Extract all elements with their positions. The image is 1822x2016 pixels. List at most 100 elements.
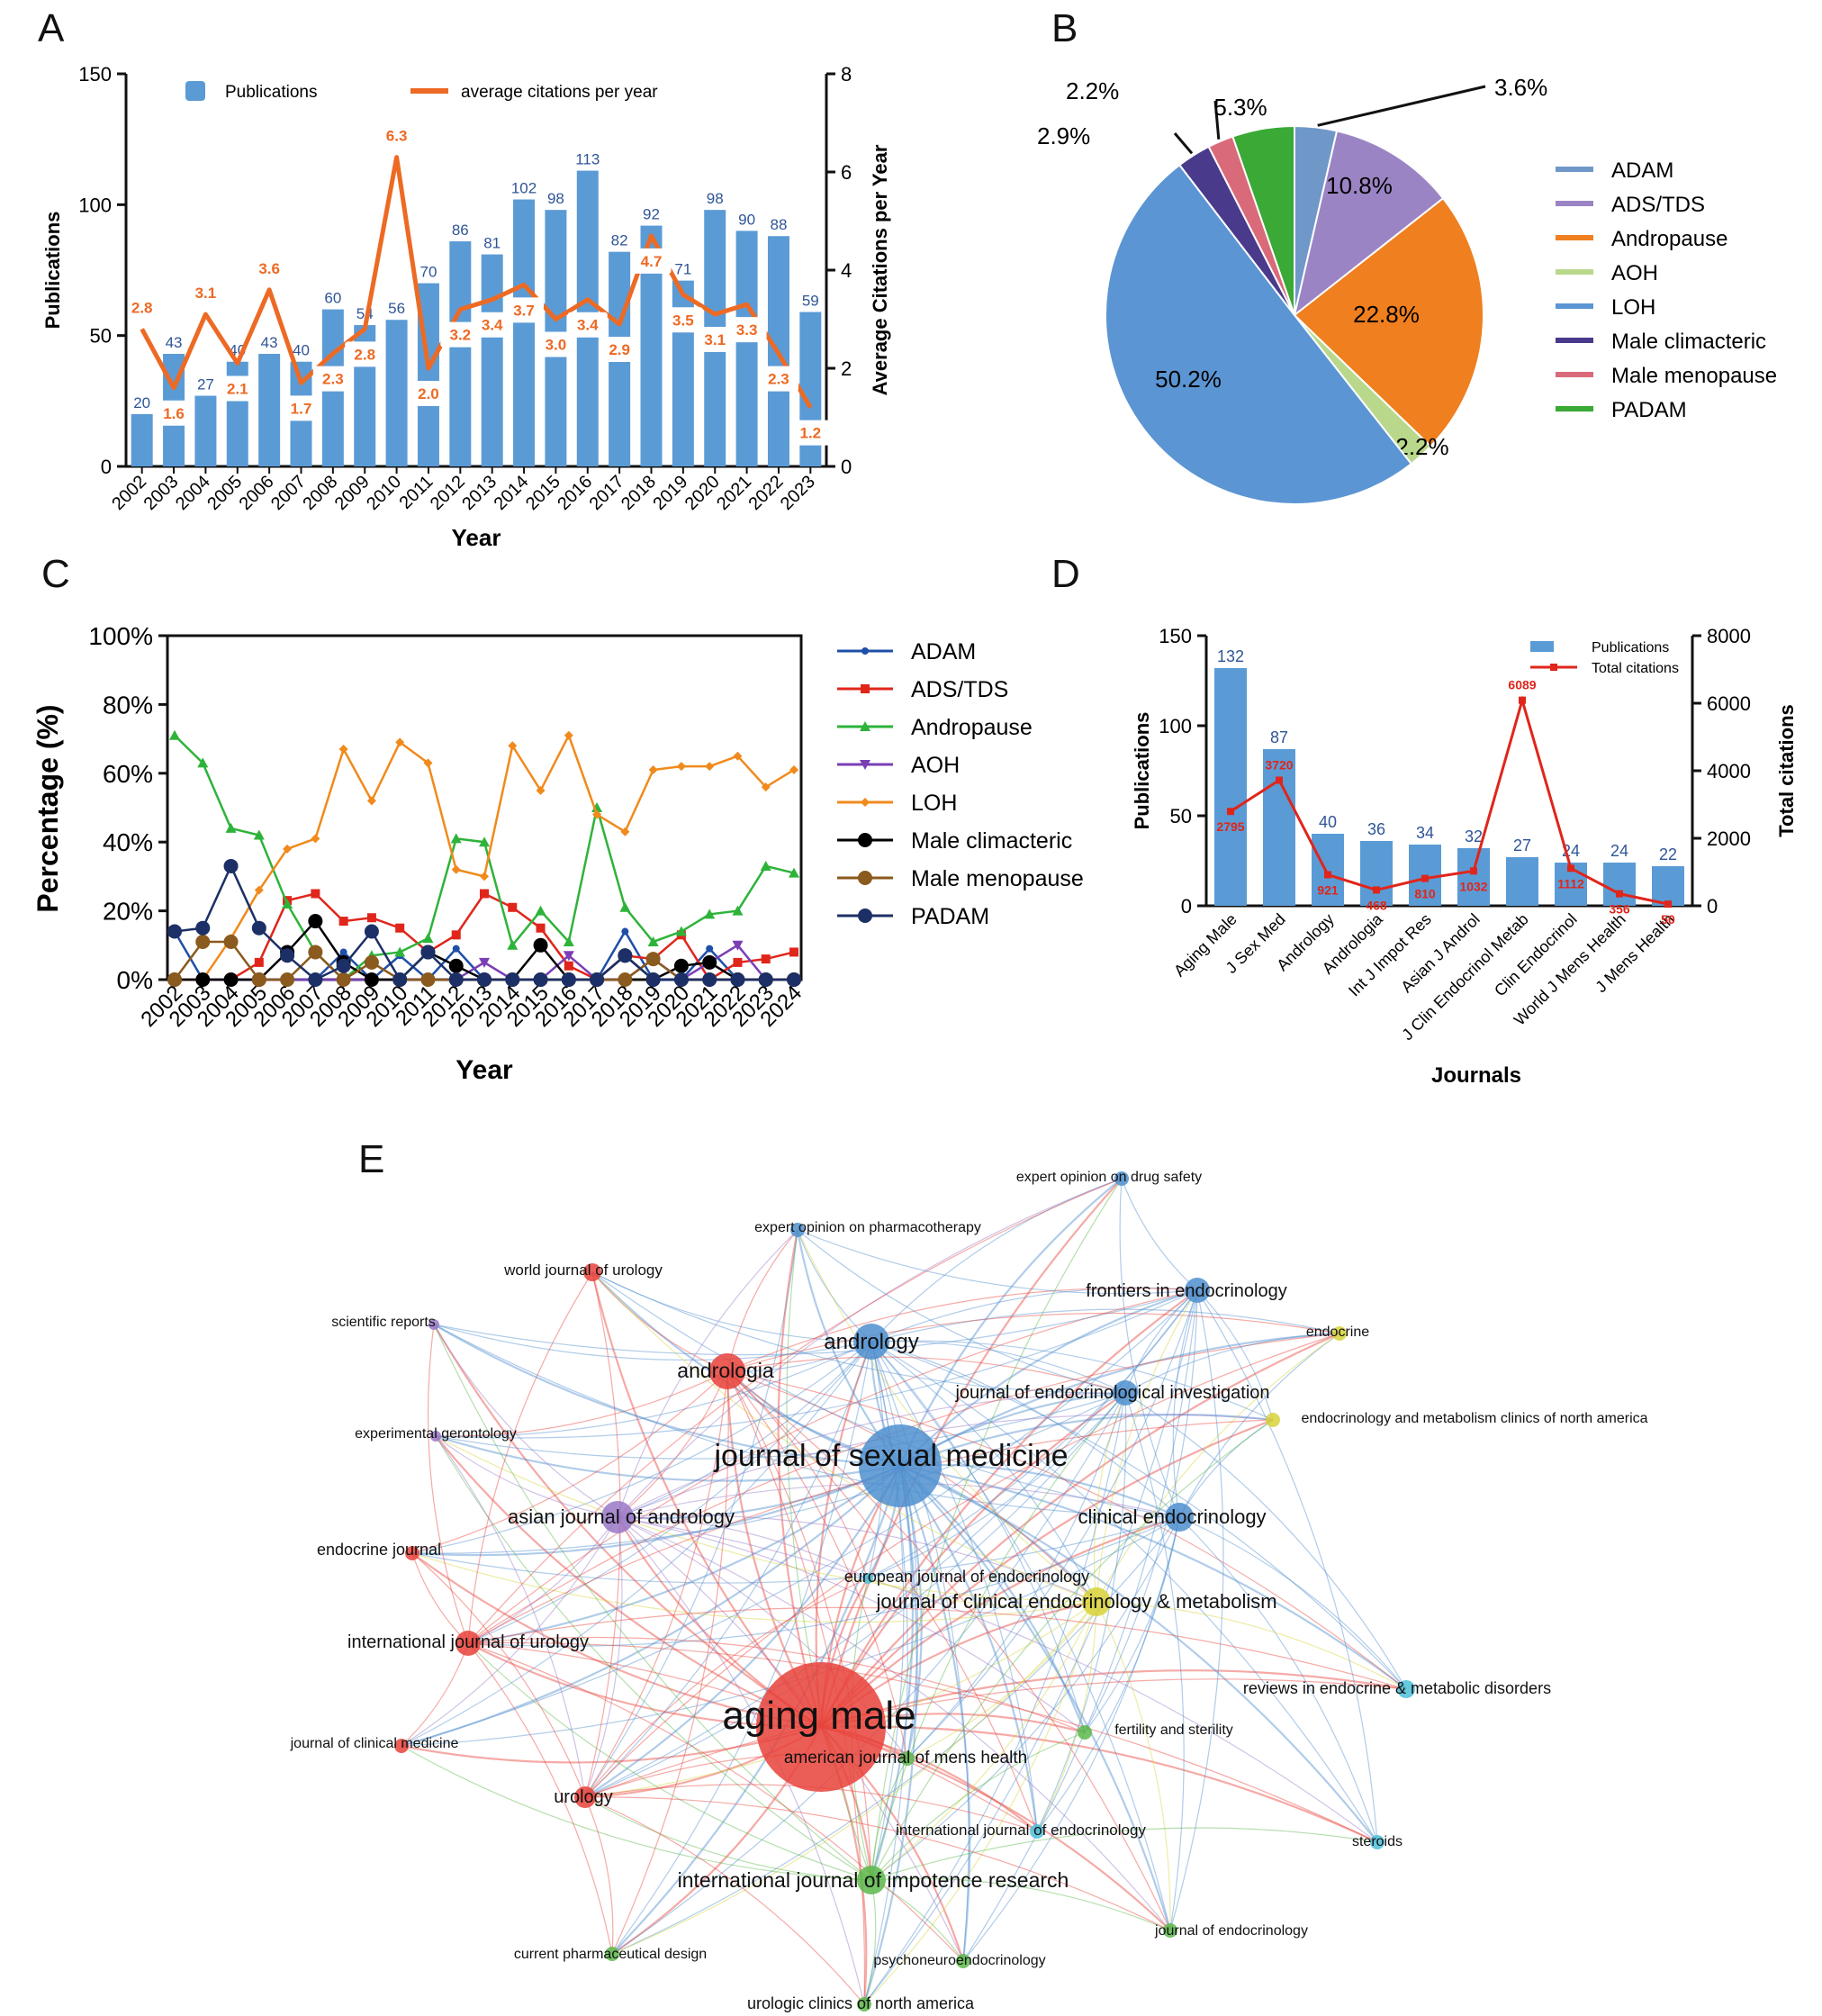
line-value-label: 2.1 bbox=[227, 381, 248, 398]
network-edge bbox=[777, 1229, 823, 1728]
data-point bbox=[366, 913, 376, 923]
series-ads-tds bbox=[170, 889, 798, 984]
network-labels: aging male journal of sexual medicine andr… bbox=[290, 1170, 1648, 2012]
legend-label: Andropause bbox=[1611, 227, 1727, 251]
network-edge bbox=[1178, 1516, 1407, 1690]
data-point bbox=[223, 972, 239, 987]
network-node bbox=[583, 1263, 601, 1281]
network-edge bbox=[1121, 1178, 1198, 1291]
network-node bbox=[1266, 1413, 1280, 1427]
data-point bbox=[858, 871, 872, 885]
network-edge bbox=[797, 1229, 1198, 1295]
data-point bbox=[860, 760, 870, 770]
data-point bbox=[420, 945, 436, 960]
network-edge bbox=[1096, 1601, 1171, 1931]
network-edge bbox=[433, 1324, 872, 1881]
data-point bbox=[338, 917, 348, 927]
network-edge bbox=[433, 1324, 1180, 1518]
bar-value-label: 81 bbox=[483, 235, 501, 252]
network-edge bbox=[617, 1178, 1123, 1518]
bar-value-label: 113 bbox=[575, 151, 600, 168]
network-node bbox=[756, 1662, 886, 1792]
data-point bbox=[283, 844, 293, 854]
data-point bbox=[861, 684, 870, 693]
network-edge bbox=[611, 1601, 1097, 1955]
data-point bbox=[339, 948, 347, 956]
legend-label-publications: Publications bbox=[225, 83, 317, 102]
x-tick-label: 2002 bbox=[108, 472, 150, 514]
network-edge bbox=[467, 1178, 1123, 1644]
data-point bbox=[479, 957, 490, 968]
y-tick-label: 100 bbox=[1159, 715, 1192, 737]
data-point bbox=[647, 936, 659, 946]
network-edge bbox=[1196, 1289, 1378, 1843]
line-value-label: 3.7 bbox=[513, 302, 535, 319]
y2-tick-label: 8000 bbox=[1707, 625, 1751, 647]
network-node-label: international journal of urology bbox=[347, 1632, 589, 1652]
data-point bbox=[536, 923, 546, 933]
y-axis-title: Percentage (%) bbox=[32, 704, 64, 912]
legend-label: Male climacteric bbox=[911, 828, 1072, 854]
line-value-label: 3.1 bbox=[704, 331, 726, 348]
pie-slice bbox=[1293, 196, 1484, 448]
data-point bbox=[590, 972, 605, 987]
network-node bbox=[859, 1424, 942, 1507]
network-edge bbox=[1119, 1178, 1180, 1518]
network-edge bbox=[1084, 1516, 1180, 1733]
network-edge bbox=[611, 1341, 872, 1955]
line-label-bg bbox=[600, 336, 640, 362]
legend-label: ADS/TDS bbox=[911, 677, 1008, 702]
data-point bbox=[758, 972, 773, 987]
data-point bbox=[448, 972, 464, 987]
network-node bbox=[857, 1997, 871, 2011]
series-loh bbox=[170, 730, 798, 984]
legend-label: LOH bbox=[1611, 295, 1655, 320]
network-node bbox=[862, 1573, 873, 1584]
x-tick-label: 2018 bbox=[618, 472, 660, 514]
x-tick-label: 2021 bbox=[713, 472, 755, 514]
line-value-label: 2.9 bbox=[609, 341, 630, 358]
network-edge bbox=[467, 1642, 964, 1962]
network-edge bbox=[467, 1641, 1378, 1843]
data-point bbox=[536, 785, 546, 795]
network-edge bbox=[1124, 1289, 1198, 1394]
y2-tick-label: 0 bbox=[1707, 895, 1718, 918]
network-nodes bbox=[394, 1171, 1415, 2011]
line-value-label: 6.3 bbox=[386, 128, 408, 145]
bar bbox=[735, 231, 758, 466]
chart-b-term-pie: 3.6%10.8%22.8%2.2%50.2%2.9%2.2%5.3%ADAMA… bbox=[1037, 74, 1777, 505]
network-edge bbox=[797, 1229, 1126, 1394]
data-point bbox=[619, 901, 631, 912]
line-label-bg bbox=[631, 248, 672, 274]
network-node-label: international journal of impotence resea… bbox=[678, 1868, 1069, 1892]
data-point bbox=[673, 958, 689, 973]
data-point bbox=[452, 945, 460, 953]
data-point bbox=[451, 864, 461, 874]
bar-value-label: 87 bbox=[1270, 728, 1288, 746]
line-value-label: 4.7 bbox=[641, 253, 663, 270]
y2-tick-label: 2000 bbox=[1707, 827, 1751, 850]
network-node-label: urologic clinics of north america bbox=[747, 1994, 975, 2012]
data-point bbox=[392, 972, 408, 987]
network-edge bbox=[435, 1289, 1198, 1439]
data-point bbox=[645, 972, 661, 987]
data-point bbox=[732, 940, 744, 951]
network-node-label: european journal of endocrinology bbox=[844, 1568, 1089, 1586]
network-edge bbox=[870, 1341, 1180, 1518]
network-edge bbox=[1172, 1289, 1198, 1518]
network-node bbox=[1163, 1923, 1177, 1938]
bar-value-label: 22 bbox=[1659, 845, 1677, 863]
network-node-label: experimental gerontology bbox=[355, 1426, 517, 1442]
network-edge bbox=[435, 1341, 872, 1437]
data-point bbox=[1567, 864, 1574, 872]
data-point bbox=[422, 933, 434, 944]
line-label-bg bbox=[567, 312, 608, 338]
network-edge bbox=[870, 1341, 1086, 1733]
network-edge bbox=[411, 1516, 1180, 1584]
network-edge bbox=[433, 1324, 618, 1518]
bar bbox=[513, 199, 536, 466]
data-point bbox=[861, 798, 870, 807]
data-point bbox=[423, 758, 433, 768]
y-tick-label: 50 bbox=[1170, 805, 1192, 827]
x-tick-label: 2023 bbox=[777, 472, 819, 514]
